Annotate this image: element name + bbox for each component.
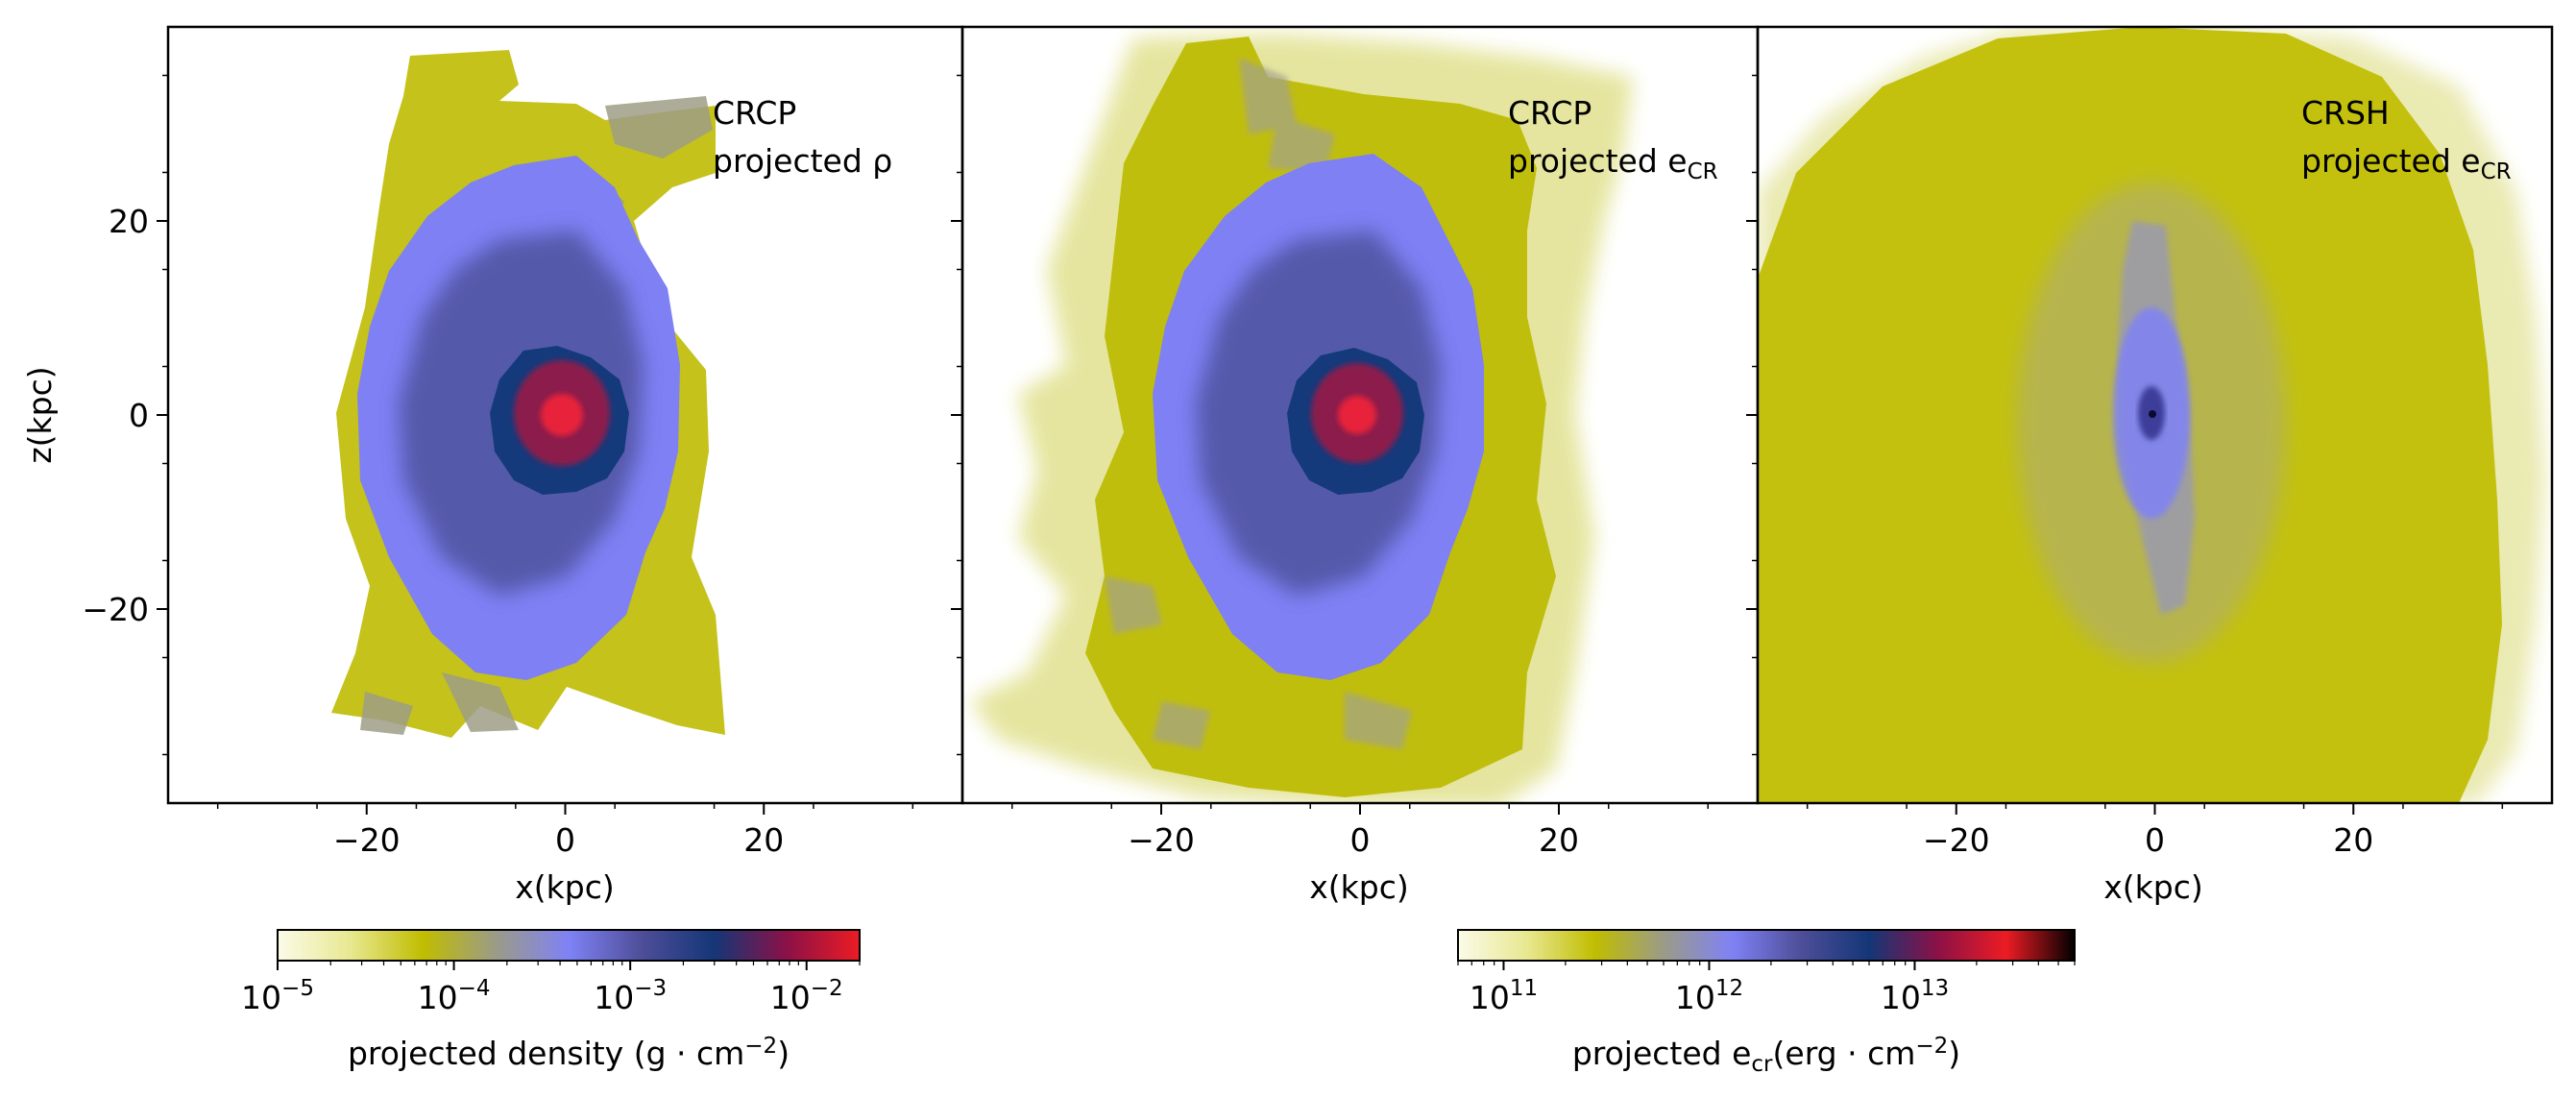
figure: −20 0 20 −20020 x(kpc) z(kpc) CRCP project… xyxy=(0,0,2576,1098)
panel-crcp-ecr: −20 0 20 x(kpc) CRCP projected eCR xyxy=(951,27,1758,906)
x-tick-label: 20 xyxy=(743,821,784,859)
x-axis-label: x(kpc) xyxy=(2103,868,2202,906)
colorbar-tick-label: 10−2 xyxy=(770,976,843,1016)
x-axis: −20 0 20 xyxy=(1808,803,2503,859)
map-core-point xyxy=(2149,410,2156,418)
y-axis xyxy=(951,76,962,755)
colorbar-tick-exponent: −2 xyxy=(811,976,843,1001)
colorbar-tick-exponent: 12 xyxy=(1715,976,1743,1001)
colorbar-gradient xyxy=(278,930,860,961)
panel-title-line2-text: projected e xyxy=(1508,142,1688,180)
colorbar-label: projected ecr(erg · cm−2) xyxy=(1572,1034,1960,1077)
colorbar-label-text: projected e xyxy=(1572,1035,1752,1072)
panel-title-line2: projected eCR xyxy=(1508,142,1718,184)
panel-title-line2: projected eCR xyxy=(2301,142,2512,184)
colorbar-label-tail: ) xyxy=(1948,1035,1960,1072)
density-map xyxy=(331,50,725,738)
x-tick-label: 20 xyxy=(2333,821,2373,859)
colorbar-tick-label: 10−4 xyxy=(418,976,491,1016)
colorbar-tick-label: 1012 xyxy=(1675,976,1743,1016)
colorbar-tick-exponent: −4 xyxy=(458,976,491,1001)
x-tick-label: 0 xyxy=(555,821,575,859)
colorbar-tick-base: 10 xyxy=(418,979,458,1016)
colorbar-tick-base: 10 xyxy=(1470,979,1510,1016)
ecr-colorbar: 1011 1012 1013 projected ecr(erg · cm−2) xyxy=(1458,930,2075,1077)
x-tick-label: −20 xyxy=(1923,821,1990,859)
colorbar-tick-exponent: 13 xyxy=(1921,976,1949,1001)
x-tick-label: −20 xyxy=(333,821,401,859)
colorbar-tick-label: 10−3 xyxy=(594,976,667,1016)
colorbar-tick-base: 10 xyxy=(594,979,634,1016)
colorbar-label-exponent: −2 xyxy=(744,1034,777,1059)
x-axis-label: x(kpc) xyxy=(515,868,614,906)
x-tick-label: 20 xyxy=(1539,821,1579,859)
x-axis-label: x(kpc) xyxy=(1309,868,1408,906)
y-tick-label: −20 xyxy=(82,591,149,628)
panel-title-line2-text: projected ρ xyxy=(713,142,892,180)
panel-title-line1: CRSH xyxy=(2301,94,2390,132)
colorbar-ticks: 1011 1012 1013 xyxy=(1458,961,2075,1016)
colorbar-tick-base: 10 xyxy=(1881,979,1921,1016)
colorbar-tick-base: 10 xyxy=(770,979,811,1016)
density-colorbar: 10−5 10−4 10−3 10−2 projected density (g · … xyxy=(241,930,860,1072)
colorbar-label-tail: ) xyxy=(777,1035,790,1072)
colorbar-gradient xyxy=(1458,930,2075,961)
x-tick-label: 0 xyxy=(1350,821,1371,859)
y-axis: −20 0 20 xyxy=(82,76,168,755)
panel-title-line2: projected ρ xyxy=(713,142,892,180)
x-axis: −20 0 20 xyxy=(218,803,913,859)
colorbar-label-text: projected density (g · cm xyxy=(348,1035,744,1072)
colorbar-label-exponent: −2 xyxy=(1915,1034,1948,1059)
map-core-peak xyxy=(1338,396,1376,434)
colorbar-tick-base: 10 xyxy=(241,979,281,1016)
panel-crcp-density: −20 0 20 −20 0 20 x(kpc) z(kpc) CRCP project… xyxy=(21,27,962,906)
y-axis xyxy=(1746,76,1758,755)
x-tick-label: 0 xyxy=(2145,821,2165,859)
colorbar-tick-label: 1011 xyxy=(1470,976,1538,1016)
colorbar-ticks: 10−5 10−4 10−3 10−2 xyxy=(241,961,860,1016)
map-core-peak xyxy=(541,394,583,436)
colorbar-label-mid: (erg · cm xyxy=(1773,1035,1916,1072)
panel-title-line1: CRCP xyxy=(713,94,796,132)
panel-title-line1: CRCP xyxy=(1508,94,1592,132)
colorbar-tick-exponent: −3 xyxy=(634,976,667,1001)
colorbar-tick-exponent: 11 xyxy=(1510,976,1538,1001)
colorbar-label-subscript: cr xyxy=(1751,1052,1773,1077)
y-tick-label: 20 xyxy=(109,203,149,240)
panel-title-line2-subscript: CR xyxy=(1688,159,1718,184)
x-tick-label: −20 xyxy=(1128,821,1195,859)
colorbar-tick-base: 10 xyxy=(1675,979,1715,1016)
x-axis: −20 0 20 xyxy=(1012,803,1709,859)
colorbar-tick-label: 1013 xyxy=(1881,976,1949,1016)
colorbar-tick-label: 10−5 xyxy=(241,976,314,1016)
y-tick-label: 0 xyxy=(129,397,149,434)
y-axis-label: z(kpc) xyxy=(21,366,59,463)
panel-title-line2-subscript: CR xyxy=(2481,159,2512,184)
panel-crsh-ecr: −20 0 20 x(kpc) CRSH projected eCR xyxy=(1746,27,2552,906)
colorbar-label: projected density (g · cm−2) xyxy=(348,1034,790,1072)
colorbar-tick-exponent: −5 xyxy=(281,976,314,1001)
panel-title-line2-text: projected e xyxy=(2301,142,2481,180)
